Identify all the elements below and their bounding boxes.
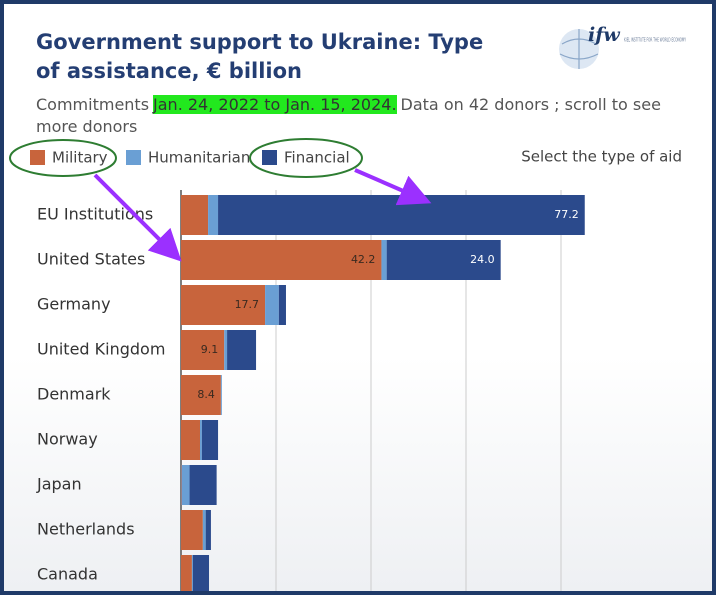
legend-item[interactable]: Humanitarian	[126, 149, 250, 167]
y-tick-label: United States	[37, 250, 145, 269]
bar-segment	[181, 420, 200, 460]
subtitle-suffix: Data on 42 donors ; scroll to see more d…	[36, 95, 661, 136]
y-tick-label: Japan	[36, 475, 82, 494]
subtitle-highlight: Jan. 24, 2022 to Jan. 15, 2024.	[153, 95, 397, 114]
bar-segment	[181, 555, 192, 591]
subtitle-prefix: Commitments	[36, 95, 150, 114]
legend-swatch	[262, 150, 277, 165]
bar-segment	[200, 420, 202, 460]
legend-item[interactable]: Financial	[262, 149, 350, 167]
annotation-arrow	[93, 173, 182, 262]
data-label: 17.7	[235, 298, 260, 311]
bar-segment	[191, 555, 193, 591]
y-tick-label: Canada	[37, 565, 98, 584]
logo-lines	[559, 29, 599, 69]
bar-segment	[227, 330, 257, 370]
bar-segment	[278, 285, 286, 325]
bar-segment	[181, 465, 190, 505]
data-label: 42.2	[351, 253, 376, 266]
bar-segment	[208, 195, 219, 235]
bar-segment	[202, 510, 206, 550]
annotation-circle	[9, 139, 117, 177]
bar-segment	[189, 465, 217, 505]
selector-label[interactable]: Select the type of aid	[521, 148, 682, 166]
annotation-circle	[249, 138, 363, 178]
bar-segment	[224, 330, 228, 370]
legend-label: Military	[52, 149, 108, 167]
y-tick-label: United Kingdom	[37, 340, 165, 359]
logo-text: ifw	[588, 24, 620, 46]
y-tick-label: Denmark	[37, 385, 111, 404]
bar-segment	[205, 510, 211, 550]
legend: Military Humanitarian Financial	[30, 149, 350, 167]
bar-segment	[181, 330, 225, 370]
plot: EU Institutions 77.2 United States 42.2 24.0…	[36, 190, 585, 591]
bar-segment	[181, 510, 203, 550]
legend-swatch	[30, 150, 45, 165]
data-label: 77.2	[554, 208, 579, 221]
bar-segment	[218, 195, 585, 235]
y-tick-label: Norway	[37, 430, 98, 449]
subtitle: Commitments Jan. 24, 2022 to Jan. 15, 202…	[36, 94, 686, 138]
legend-swatch	[126, 150, 141, 165]
bar-segment	[381, 240, 387, 280]
logo: ifw KIEL INSTITUTE FOR THE WORLD ECONOMY	[559, 24, 687, 69]
legend-label: Humanitarian	[148, 149, 250, 167]
logo-caption: KIEL INSTITUTE FOR THE WORLD ECONOMY	[624, 38, 687, 44]
bar-segment	[181, 285, 266, 325]
bar-segment	[181, 240, 382, 280]
legend-label: Financial	[284, 149, 350, 167]
data-label: 24.0	[470, 253, 495, 266]
data-label: 8.4	[197, 388, 215, 401]
bar-segment	[265, 285, 279, 325]
legend-item[interactable]: Military	[30, 149, 108, 167]
bar-segment	[181, 195, 209, 235]
bar-segment	[386, 240, 501, 280]
bar-segment	[220, 375, 222, 415]
bar-segment	[201, 420, 219, 460]
bar-segment	[181, 375, 221, 415]
chart-title: Government support to Ukraine: Type of a…	[36, 30, 484, 83]
chart: ifw KIEL INSTITUTE FOR THE WORLD ECONOMY…	[9, 24, 687, 591]
annotation-arrow	[354, 168, 432, 206]
data-label: 9.1	[201, 343, 219, 356]
bar-segment	[192, 555, 210, 591]
y-tick-label: EU Institutions	[37, 205, 153, 224]
y-tick-label: Netherlands	[37, 520, 135, 539]
y-tick-label: Germany	[37, 295, 111, 314]
